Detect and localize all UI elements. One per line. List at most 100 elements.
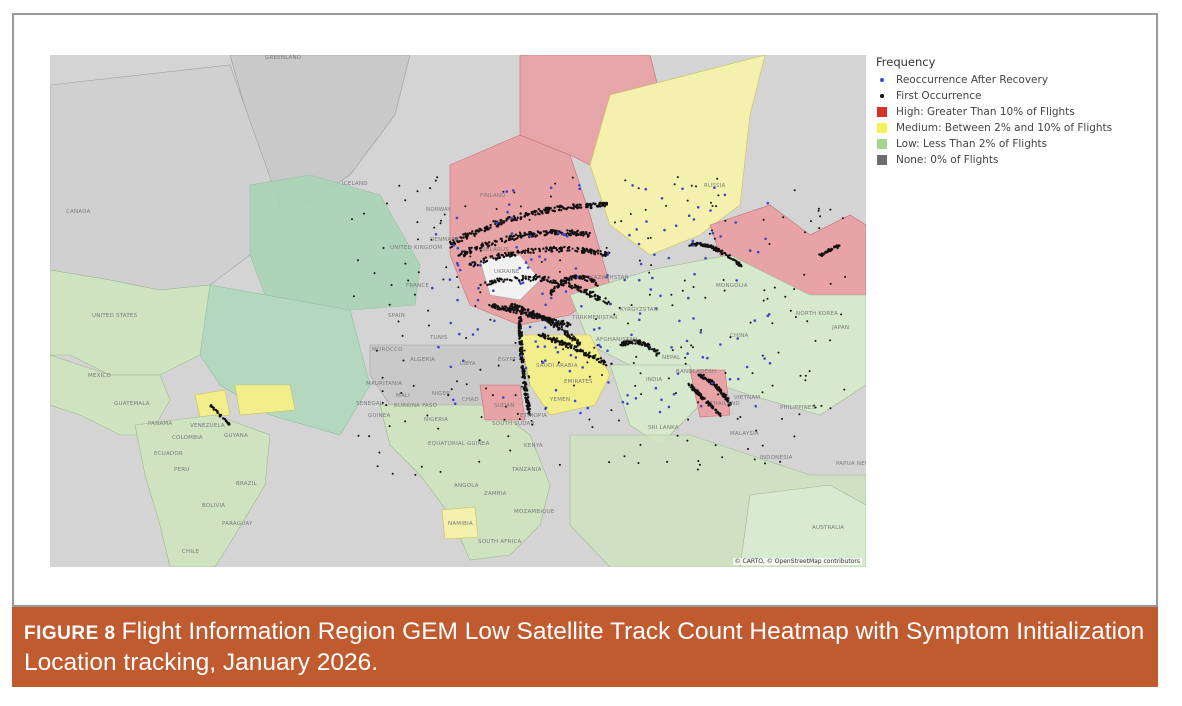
legend-item[interactable]: First Occurrence bbox=[876, 88, 1112, 104]
first-occurrence-point bbox=[647, 237, 650, 240]
reoccurrence-point bbox=[667, 405, 671, 409]
country-label: NORTH KOREA bbox=[796, 311, 838, 317]
first-occurrence-point bbox=[547, 209, 550, 212]
country-label: CHAD bbox=[462, 397, 479, 403]
first-occurrence-point bbox=[555, 337, 559, 340]
first-occurrence-point bbox=[594, 318, 597, 320]
first-occurrence-point bbox=[545, 211, 549, 215]
reoccurrence-point bbox=[706, 356, 709, 360]
first-occurrence-point bbox=[545, 209, 548, 212]
first-occurrence-point bbox=[532, 316, 536, 320]
first-occurrence-point bbox=[580, 206, 583, 209]
reoccurrence-point bbox=[476, 298, 480, 302]
first-occurrence-point bbox=[579, 286, 582, 289]
legend-item[interactable]: Medium: Between 2% and 10% of Flights bbox=[876, 120, 1112, 136]
country-label: UKRAINE bbox=[494, 269, 520, 275]
first-occurrence-point bbox=[490, 243, 494, 246]
first-occurrence-point bbox=[824, 250, 828, 253]
country-label: KENYA bbox=[524, 443, 543, 449]
first-occurrence-point bbox=[352, 295, 355, 298]
first-occurrence-point bbox=[720, 252, 723, 256]
first-occurrence-point bbox=[644, 343, 647, 346]
first-occurrence-point bbox=[357, 434, 360, 437]
first-occurrence-point bbox=[608, 461, 611, 464]
first-occurrence-point bbox=[829, 208, 832, 211]
first-occurrence-point bbox=[568, 249, 571, 252]
first-occurrence-point bbox=[710, 244, 713, 247]
first-occurrence-point bbox=[556, 321, 559, 324]
first-occurrence-point bbox=[587, 234, 590, 237]
first-occurrence-point bbox=[576, 341, 579, 344]
first-occurrence-point bbox=[513, 239, 516, 242]
first-occurrence-point bbox=[683, 279, 686, 282]
reoccurrence-point bbox=[561, 232, 565, 236]
first-occurrence-point bbox=[794, 316, 797, 318]
first-occurrence-point bbox=[375, 349, 378, 352]
reoccurrence-point bbox=[748, 249, 752, 252]
first-occurrence-point bbox=[223, 417, 226, 421]
first-occurrence-point bbox=[717, 194, 720, 197]
first-occurrence-point bbox=[443, 213, 446, 216]
legend-item[interactable]: High: Greater Than 10% of Flights bbox=[876, 104, 1112, 120]
first-occurrence-point bbox=[686, 439, 689, 442]
legend-item[interactable]: Reoccurrence After Recovery bbox=[876, 72, 1112, 88]
first-occurrence-point bbox=[730, 257, 733, 260]
first-occurrence-point bbox=[623, 455, 626, 458]
reoccurrence-point bbox=[519, 282, 522, 285]
reoccurrence-point bbox=[658, 410, 662, 414]
first-occurrence-point bbox=[724, 396, 727, 399]
first-occurrence-point bbox=[578, 343, 581, 346]
first-occurrence-point bbox=[532, 251, 535, 254]
first-occurrence-point bbox=[512, 215, 516, 218]
first-occurrence-point bbox=[572, 335, 575, 338]
first-occurrence-point bbox=[520, 341, 523, 344]
first-occurrence-point bbox=[461, 250, 464, 253]
reoccurrence-point bbox=[723, 193, 727, 197]
legend-item[interactable]: None: 0% of Flights bbox=[876, 152, 1112, 168]
first-occurrence-point bbox=[588, 231, 591, 235]
first-occurrence-point bbox=[803, 273, 806, 276]
first-occurrence-point bbox=[648, 293, 651, 296]
legend-item[interactable]: Low: Less Than 2% of Flights bbox=[876, 136, 1112, 152]
first-occurrence-point bbox=[553, 229, 557, 232]
first-occurrence-point bbox=[489, 226, 492, 229]
first-occurrence-point bbox=[566, 321, 569, 324]
first-occurrence-point bbox=[509, 234, 512, 238]
first-occurrence-point bbox=[473, 261, 476, 264]
reoccurrence-point bbox=[701, 355, 705, 359]
first-occurrence-point bbox=[525, 387, 528, 390]
first-occurrence-point bbox=[381, 401, 384, 404]
country-label: ALGERIA bbox=[410, 357, 435, 363]
first-occurrence-point bbox=[782, 216, 785, 219]
first-occurrence-point bbox=[513, 276, 517, 279]
first-occurrence-point bbox=[390, 284, 393, 286]
first-occurrence-point bbox=[585, 232, 588, 235]
first-occurrence-point bbox=[463, 250, 466, 253]
first-occurrence-point bbox=[526, 404, 529, 407]
first-occurrence-point bbox=[570, 287, 574, 290]
first-occurrence-point bbox=[503, 418, 506, 421]
first-occurrence-point bbox=[764, 462, 766, 465]
first-occurrence-point bbox=[620, 220, 623, 223]
first-occurrence-point bbox=[561, 328, 564, 331]
country-label: NORWAY bbox=[426, 207, 452, 213]
first-occurrence-point bbox=[219, 413, 223, 417]
first-occurrence-point bbox=[588, 418, 591, 421]
first-occurrence-point bbox=[577, 247, 580, 250]
first-occurrence-point bbox=[570, 278, 573, 281]
first-occurrence-point bbox=[762, 299, 765, 302]
first-occurrence-point bbox=[692, 286, 695, 288]
first-occurrence-point bbox=[507, 435, 510, 438]
reoccurrence-point bbox=[549, 186, 553, 190]
first-occurrence-point bbox=[532, 313, 535, 316]
country-label: SOUTH AFRICA bbox=[478, 539, 521, 545]
first-occurrence-point bbox=[721, 249, 724, 252]
first-occurrence-point bbox=[544, 319, 547, 322]
country-label: TUNIS bbox=[429, 335, 448, 341]
first-occurrence-point bbox=[513, 191, 516, 194]
reoccurrence-point bbox=[592, 328, 596, 331]
first-occurrence-point bbox=[487, 241, 491, 244]
legend-items: Reoccurrence After Recovery First Occurre… bbox=[876, 72, 1112, 168]
first-occurrence-point bbox=[590, 291, 593, 294]
country-label: SAUDI ARABIA bbox=[536, 363, 578, 369]
